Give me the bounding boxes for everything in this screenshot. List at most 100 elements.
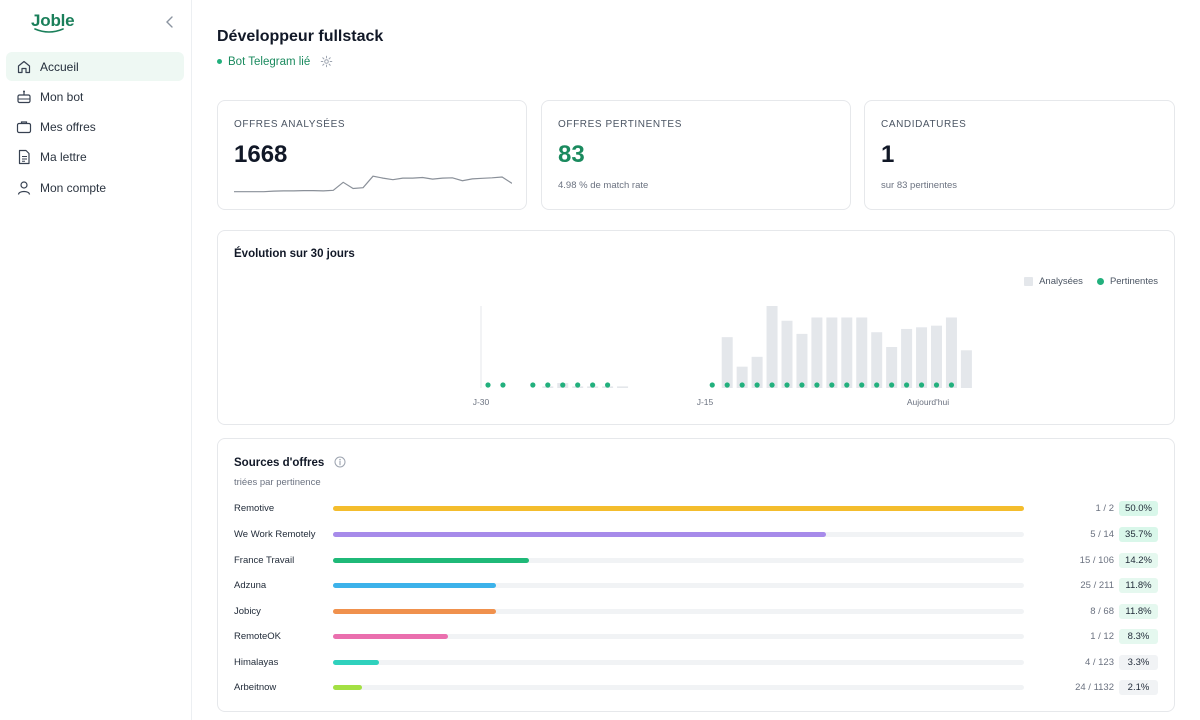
source-bar-fill — [333, 532, 827, 537]
source-row: Adzuna 25 / 211 11.8% — [234, 578, 1158, 594]
chart-bar-analysed — [960, 350, 972, 388]
chart-dot-relevant — [769, 382, 775, 388]
bot-status-label: Bot Telegram lié — [228, 55, 311, 68]
kpi-card-relevant: OFFRES PERTINENTES 83 4.98 % de match ra… — [541, 100, 851, 210]
chart-dot-relevant — [709, 382, 715, 388]
chart-bar-analysed — [721, 337, 733, 388]
source-name: Adzuna — [234, 580, 267, 591]
chart-x-tick-label: J-30 — [473, 397, 490, 407]
chart-dot-relevant — [590, 382, 596, 388]
chart-dot-relevant — [889, 382, 895, 388]
briefcase-icon — [16, 119, 32, 135]
source-percent-badge: 11.8% — [1119, 578, 1158, 593]
source-count: 25 / 211 — [1080, 580, 1114, 591]
sidebar-item-ma-lettre[interactable]: Ma lettre — [6, 143, 184, 172]
chart-dot-relevant — [485, 382, 491, 388]
source-bar-fill — [333, 685, 363, 690]
bot-status: Bot Telegram lié — [217, 55, 333, 68]
chart-dot-relevant — [724, 382, 730, 388]
sparkline-line — [234, 175, 512, 193]
info-icon[interactable] — [334, 456, 346, 468]
legend-swatch-relevant — [1096, 278, 1104, 285]
chart-bar-analysed — [811, 317, 823, 388]
document-icon — [16, 149, 32, 165]
chart-bar-analysed — [945, 317, 957, 388]
sidebar-item-label: Mon bot — [40, 89, 84, 104]
source-percent-badge: 35.7% — [1119, 527, 1158, 542]
source-count: 4 / 123 — [1084, 657, 1114, 668]
chart-bar-analysed — [796, 333, 808, 388]
chart-dot-relevant — [904, 382, 910, 388]
app-logo[interactable]: Joble — [31, 11, 75, 30]
source-count: 15 / 106 — [1079, 555, 1114, 566]
evolution-chart-card: J-30 J-15 Aujourd'hui Évolution sur 30 jou… — [217, 230, 1175, 425]
chart-bar-analysed — [856, 317, 868, 388]
source-percent-badge: 8.3% — [1119, 629, 1158, 644]
chart-x-tick-label: Aujourd'hui — [907, 397, 949, 407]
source-row: France Travail 15 / 106 14.2% — [234, 553, 1158, 569]
source-percent-badge: 11.8% — [1119, 604, 1158, 619]
home-icon — [16, 59, 32, 75]
source-name: Jobicy — [234, 606, 261, 617]
legend-label-relevant: Pertinentes — [1109, 276, 1158, 287]
chart-dot-relevant — [918, 382, 925, 388]
sidebar-item-mon-compte[interactable]: Mon compte — [6, 173, 184, 202]
kpi-value: 1 — [881, 141, 895, 168]
source-name: We Work Remotely — [234, 529, 316, 540]
source-bar-fill — [333, 660, 379, 665]
kpi-label: CANDIDATURES — [881, 119, 967, 130]
chart-bar-analysed — [781, 320, 793, 388]
sidebar-item-label: Mes offres — [40, 120, 96, 135]
source-count: 24 / 1132 — [1075, 682, 1114, 693]
kpi-value: 83 — [558, 141, 585, 168]
source-name: France Travail — [234, 555, 295, 566]
source-count: 1 / 12 — [1090, 631, 1114, 642]
logo-smile-icon — [34, 28, 64, 33]
source-bar-fill — [333, 506, 1024, 511]
source-row: RemoteOK 1 / 12 8.3% — [234, 629, 1158, 645]
collapse-sidebar-icon[interactable] — [162, 14, 178, 30]
source-bar-track — [333, 583, 1024, 588]
sidebar-item-mes-offres[interactable]: Mes offres — [6, 113, 184, 142]
kpi-label: OFFRES ANALYSÉES — [234, 119, 346, 130]
chart-bar-analysed — [617, 386, 629, 388]
user-icon — [16, 180, 32, 196]
source-row: Arbeitnow 24 / 1132 2.1% — [234, 680, 1158, 696]
chart-bar-analysed — [751, 356, 763, 388]
source-bar-fill — [333, 558, 530, 563]
source-row: Himalayas 4 / 123 3.3% — [234, 655, 1158, 671]
sidebar-item-label: Mon compte — [40, 180, 107, 195]
sources-title: Sources d'offres — [234, 456, 346, 469]
chart-dot-relevant — [739, 382, 745, 388]
source-percent-badge: 3.3% — [1119, 655, 1158, 670]
chart-dot-relevant — [948, 382, 955, 388]
legend-swatch-analysed — [1024, 277, 1034, 286]
source-count: 5 / 14 — [1090, 529, 1114, 540]
chart-dot-relevant — [814, 382, 820, 388]
chart-dot-relevant — [754, 382, 760, 388]
source-bar-track — [333, 660, 1024, 665]
chart-dot-relevant — [545, 382, 551, 388]
chart-x-tick-label: J-15 — [697, 397, 714, 407]
page-title: Développeur fullstack — [217, 28, 384, 45]
chart-legend: Analysées Pertinentes — [1024, 276, 1158, 287]
sidebar-item-label: Accueil — [40, 59, 79, 74]
source-bar-track — [333, 532, 1024, 537]
sources-title-label: Sources d'offres — [234, 457, 325, 469]
chart-title: Évolution sur 30 jours — [234, 248, 355, 260]
gear-icon[interactable] — [320, 55, 333, 68]
chart-dot-relevant — [933, 382, 940, 388]
chart-bar-analysed — [841, 317, 853, 388]
sidebar-item-label: Ma lettre — [40, 150, 87, 165]
source-row: Remotive 1 / 2 50.0% — [234, 501, 1158, 517]
kpi-value: 1668 — [234, 141, 288, 168]
evolution-chart: J-30 J-15 Aujourd'hui — [473, 306, 972, 407]
chart-dot-relevant — [605, 382, 611, 388]
sidebar-item-mon-bot[interactable]: Mon bot — [6, 82, 184, 111]
chart-dot-relevant — [560, 382, 566, 388]
chart-bar-analysed — [766, 306, 778, 388]
source-name: RemoteOK — [234, 631, 281, 642]
source-bar-track — [333, 558, 1024, 563]
sidebar-item-accueil[interactable]: Accueil — [6, 52, 184, 81]
source-count: 8 / 68 — [1090, 606, 1114, 617]
